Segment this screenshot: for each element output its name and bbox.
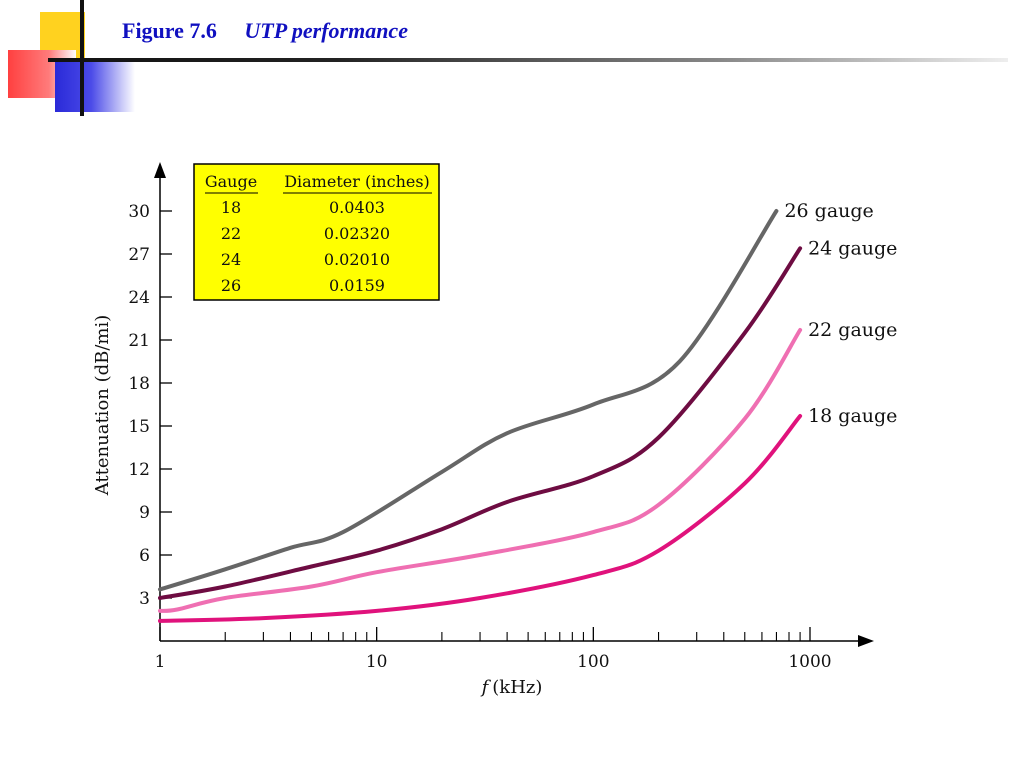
table-cell-diameter: 0.0403	[329, 198, 385, 217]
x-tick-label: 1	[155, 652, 166, 672]
y-tick-label: 3	[139, 589, 150, 609]
gauge-table-box	[193, 163, 440, 301]
series-line-22-gauge	[158, 328, 803, 613]
table-cell-diameter: 0.0159	[329, 276, 385, 295]
y-tick-label: 9	[139, 503, 150, 523]
series-label-24-gauge: 24 gauge	[808, 237, 897, 259]
decor-horizontal-line	[48, 58, 1008, 62]
slide-title: Figure 7.6 UTP performance	[122, 18, 408, 44]
y-tick-label: 21	[128, 331, 150, 351]
y-tick-label: 30	[128, 202, 150, 222]
series-line-18-gauge	[158, 414, 803, 623]
series-label-18-gauge: 18 gauge	[808, 405, 897, 427]
y-tick-label: 24	[128, 288, 150, 308]
y-tick-label: 15	[128, 417, 150, 437]
y-tick-label: 12	[128, 460, 150, 480]
table-cell-gauge: 18	[221, 198, 241, 217]
table-cell-gauge: 22	[221, 224, 241, 243]
y-tick-label: 18	[128, 374, 150, 394]
y-axis-label: Attenuation (dB/mi)	[92, 315, 113, 497]
table-cell-gauge: 24	[221, 250, 241, 269]
series-label-26-gauge: 26 gauge	[784, 200, 873, 222]
x-axis-label: f (kHz)	[480, 677, 543, 698]
y-axis-arrow	[154, 162, 166, 178]
x-axis-label-unit: (kHz)	[492, 677, 542, 698]
x-axis-arrow	[858, 635, 874, 647]
table-cell-diameter: 0.02010	[324, 250, 390, 269]
figure-title: UTP performance	[244, 18, 408, 43]
table-cell-diameter: 0.02320	[324, 224, 390, 243]
table-header-gauge: Gauge	[205, 172, 257, 191]
x-tick-label: 100	[577, 652, 609, 672]
y-tick-label: 6	[139, 546, 150, 566]
x-tick-label: 10	[366, 652, 388, 672]
series-line-24-gauge	[158, 246, 803, 600]
x-tick-label: 1000	[788, 652, 831, 672]
figure-label: Figure 7.6	[122, 18, 217, 43]
decor-blue-square	[55, 60, 135, 112]
table-header-diameter: Diameter (inches)	[284, 172, 430, 191]
y-tick-label: 27	[128, 245, 150, 265]
series-line-26-gauge	[158, 209, 779, 592]
x-axis-label-variable: f	[480, 677, 492, 698]
series-label-22-gauge: 22 gauge	[808, 319, 897, 341]
table-cell-gauge: 26	[221, 276, 241, 295]
